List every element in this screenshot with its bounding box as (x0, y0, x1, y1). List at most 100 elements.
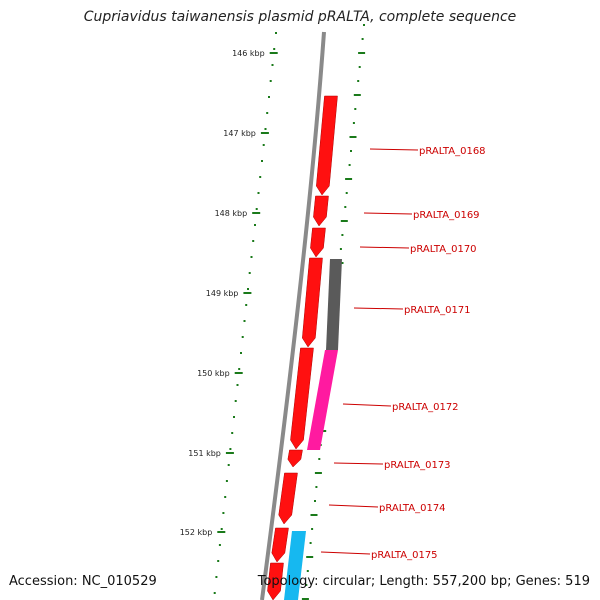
minor-tick (315, 486, 318, 488)
gene-arrow-forward (290, 347, 314, 450)
major-tick (358, 52, 366, 54)
kbp-label: 148 kbp (215, 209, 248, 218)
minor-tick (348, 164, 351, 166)
minor-tick (269, 80, 272, 82)
minor-tick (243, 320, 246, 322)
major-tick (353, 94, 361, 96)
minor-tick (248, 272, 251, 274)
major-tick (252, 212, 261, 214)
kbp-label: 150 kbp (197, 369, 230, 378)
gene-label: pRALTA_0173 (384, 460, 451, 471)
minor-tick (254, 224, 256, 226)
major-tick (349, 136, 357, 138)
leader-line (328, 504, 379, 508)
major-tick (225, 452, 234, 454)
minor-tick (233, 416, 235, 418)
minor-tick (350, 150, 352, 152)
gene-block-cyan (284, 531, 306, 600)
minor-tick (238, 368, 241, 370)
minor-tick (213, 592, 216, 594)
minor-tick (259, 176, 262, 178)
kbp-scale: 146 kbp 147 kbp 148 kbp 149 kbp 150 kbp 151 k… (180, 49, 265, 537)
kbp-label: 152 kbp (180, 528, 213, 537)
gene-label: pRALTA_0174 (379, 503, 446, 514)
minor-tick (271, 64, 274, 66)
map-title: Cupriavidus taiwanensis plasmid pRALTA, … (83, 9, 517, 25)
minor-tick (218, 544, 221, 546)
gene-label: pRALTA_0175 (371, 550, 438, 561)
major-tick (260, 132, 269, 134)
minor-tick (250, 256, 253, 258)
minor-tick (268, 96, 270, 98)
leader-line (333, 462, 384, 465)
minor-tick (264, 128, 267, 130)
leader-line (353, 307, 404, 310)
minor-tick (266, 112, 269, 114)
kbp-label: 147 kbp (223, 129, 256, 138)
minor-tick (255, 208, 258, 210)
minor-tick (245, 304, 248, 306)
gene-track (267, 95, 342, 600)
major-tick (243, 292, 252, 294)
gene-arrow-forward (313, 195, 329, 227)
minor-tick (341, 234, 344, 236)
minor-tick (217, 560, 220, 562)
major-tick (345, 178, 353, 180)
major-tick (314, 472, 322, 474)
gene-label: pRALTA_0170 (410, 244, 477, 255)
minor-tick (352, 122, 355, 124)
major-tick (306, 556, 314, 558)
minor-tick (275, 32, 277, 34)
gene-arrow-forward (316, 95, 338, 196)
minor-tick (345, 192, 348, 194)
gene-label: pRALTA_0169 (413, 210, 480, 221)
minor-tick (247, 288, 249, 290)
minor-tick (339, 248, 342, 250)
minor-tick (227, 464, 230, 466)
topology-summary: Topology: circular; Length: 557,200 bp; … (257, 574, 590, 589)
leader-line (359, 246, 410, 249)
minor-tick (309, 542, 312, 544)
minor-tick (273, 48, 276, 50)
gene-label: pRALTA_0168 (419, 146, 486, 157)
kbp-label: 146 kbp (232, 49, 265, 58)
major-tick (217, 531, 226, 533)
minor-tick (241, 336, 244, 338)
gene-block-gray (326, 259, 342, 350)
leader-line (342, 403, 392, 407)
minor-tick (354, 108, 357, 110)
minor-tick (318, 458, 321, 460)
leader-line (363, 212, 413, 215)
plasmid-backbone (260, 31, 326, 600)
minor-tick (306, 570, 309, 572)
minor-tick (224, 496, 227, 498)
gene-arrow-forward (302, 257, 323, 348)
minor-tick (229, 448, 232, 450)
major-tick (340, 220, 348, 222)
left-tick-track (213, 32, 278, 594)
minor-tick (234, 400, 237, 402)
kbp-label: 151 kbp (188, 449, 221, 458)
gene-arrow-forward (271, 527, 289, 563)
gene-label: pRALTA_0171 (404, 305, 471, 316)
minor-tick (357, 80, 360, 82)
leader-line (320, 551, 371, 555)
gene-arrow-forward (267, 562, 284, 600)
kbp-label: 149 kbp (206, 289, 239, 298)
minor-tick (361, 38, 364, 40)
accession-text: Accession: NC_010529 (9, 574, 157, 589)
minor-tick (363, 24, 365, 26)
minor-tick (314, 500, 316, 502)
gene-label-layer: pRALTA_0168 pRALTA_0169 pRALTA_0170 pRALTA_… (320, 146, 486, 561)
gene-label: pRALTA_0172 (392, 402, 459, 413)
minor-tick (262, 144, 265, 146)
minor-tick (311, 528, 314, 530)
minor-tick (358, 66, 361, 68)
minor-tick (231, 432, 234, 434)
major-tick (269, 52, 278, 54)
major-tick (234, 372, 243, 374)
gene-arrow-forward (287, 449, 303, 468)
minor-tick (261, 160, 263, 162)
minor-tick (215, 576, 218, 578)
